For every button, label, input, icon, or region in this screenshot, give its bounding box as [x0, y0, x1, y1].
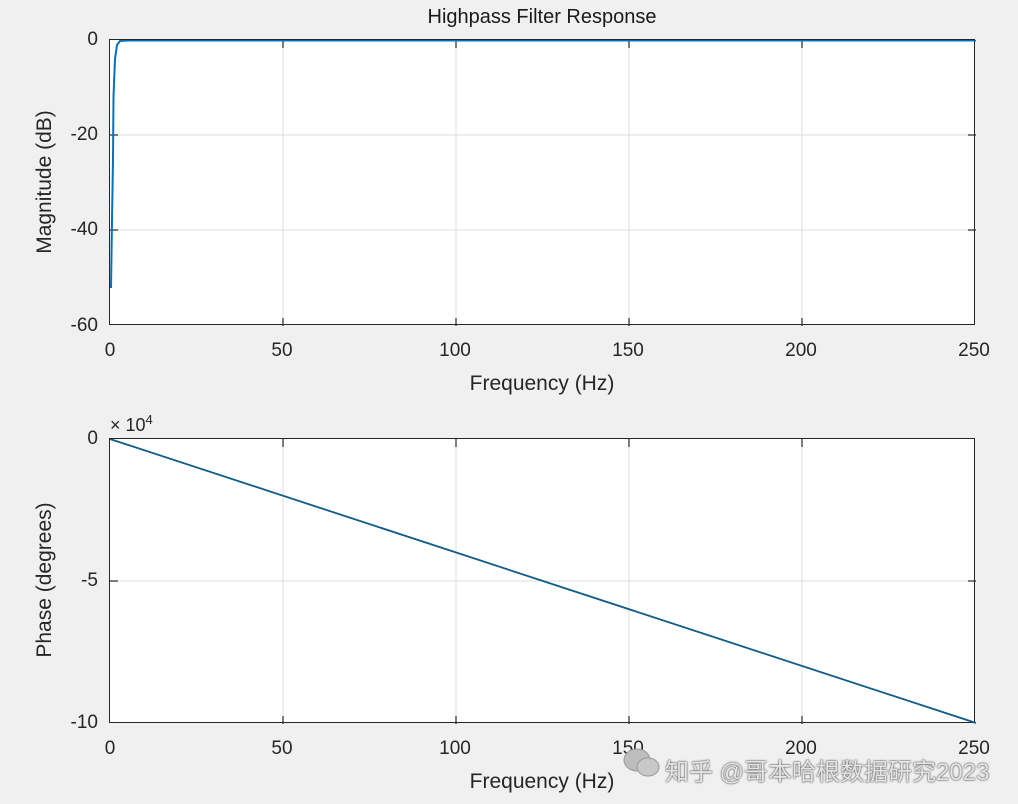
y-tick: 0 [87, 428, 98, 449]
y-tick: 0 [87, 29, 98, 50]
chart-title: Highpass Filter Response [427, 6, 657, 28]
phase-axes [109, 438, 976, 724]
x-tick: 0 [104, 738, 116, 759]
x-tick: 0 [104, 340, 116, 361]
phase-plot [110, 439, 976, 724]
wechat-icon [623, 748, 660, 777]
watermark: 知乎 @哥本哈根数据研究2023 [665, 759, 990, 786]
y-tick: -40 [70, 219, 98, 240]
x-tick: 150 [612, 340, 644, 361]
magnitude-xlabel: Frequency (Hz) [469, 372, 615, 395]
x-tick: 50 [271, 340, 293, 361]
x-tick: 200 [785, 738, 817, 759]
x-tick: 50 [271, 738, 293, 759]
x-tick: 100 [439, 340, 471, 361]
x-tick: 200 [785, 340, 817, 361]
phase-ylabel: Phase (degrees) [33, 502, 56, 658]
x-tick: 250 [958, 738, 990, 759]
y-tick: -5 [81, 570, 98, 591]
magnitude-ylabel: Magnitude (dB) [33, 110, 56, 254]
phase-xlabel: Frequency (Hz) [469, 770, 615, 793]
y-tick: -60 [70, 315, 98, 336]
phase-line [110, 439, 976, 724]
y-tick: -20 [70, 124, 98, 145]
x-tick: 250 [958, 340, 990, 361]
x-tick: 100 [439, 738, 471, 759]
magnitude-line [110, 40, 976, 289]
magnitude-axes [109, 39, 976, 326]
y-tick: -10 [70, 712, 98, 733]
magnitude-plot [110, 40, 976, 326]
y-exponent: × 104 [110, 412, 153, 435]
